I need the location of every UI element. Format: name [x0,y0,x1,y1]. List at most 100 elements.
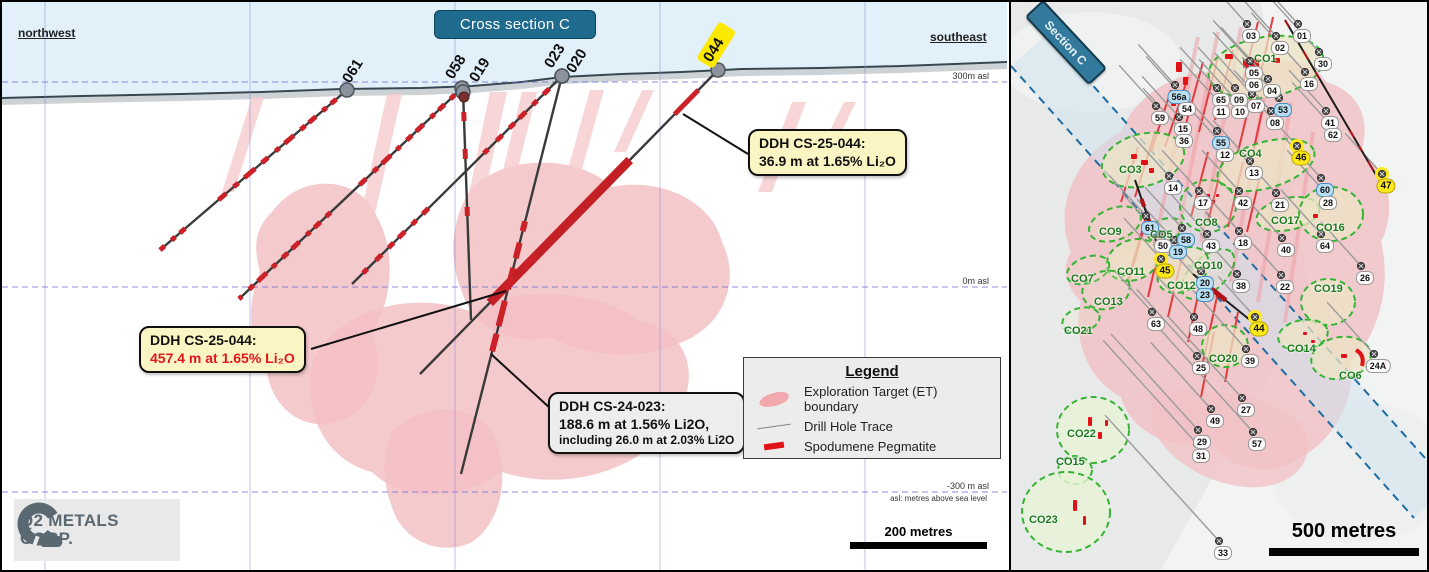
outcrop [1088,417,1092,426]
collar-cross [1195,427,1201,433]
zone-CO14 [1277,318,1329,352]
map-drill-trace [1280,189,1322,235]
map-drill-trace [1226,2,1248,25]
drill-hole-label-24A: 24A [1365,359,1391,373]
drill-hole-label-22: 22 [1275,280,1295,294]
asl-note: asl: metres above sea level [890,494,987,503]
zone-label-CO16: CO16 [1316,222,1345,234]
drill-hole-label-46: 46 [1291,150,1311,166]
cross-section-panel: 061 058 019 023 020 044 Cross section C north… [2,2,1011,570]
zone-label-CO22: CO22 [1067,428,1096,440]
drill-hole-label-05: 05 [1244,66,1264,80]
drill-hole-label-31: 31 [1191,449,1211,463]
outcrop [1176,62,1182,72]
map-drill-trace [1169,192,1208,235]
callout-pointer [490,353,552,410]
map-drill-trace [1102,339,1198,445]
legend-item: Spodumene Pegmatite [754,438,990,454]
collar-cross [1191,314,1197,320]
collar-cross [1244,21,1250,27]
zone-label-CO19: CO19 [1314,283,1343,295]
drill-hole-label-42: 42 [1233,196,1253,210]
elevation-label: 0m asl [962,276,989,286]
collar-cross [1156,231,1162,237]
drill-hole-label-53: 53 [1273,103,1293,117]
legend-bar-swatch [754,438,794,454]
section-title: Cross section C [434,10,596,39]
map-drill-trace [1198,58,1237,101]
zone-label-CO7: CO7 [1071,273,1094,285]
collar-cross [1302,69,1308,75]
drill-hole-label-33: 33 [1213,546,1233,560]
drill-hole-label-48: 48 [1188,322,1208,336]
drill-hole-label-17: 17 [1193,196,1213,210]
drill-hole-label-25: 25 [1191,361,1211,375]
drill-hole-label-07: 07 [1246,99,1266,113]
legend-swatch-shape [757,389,791,409]
collar-cross [1171,237,1177,243]
outcrop [1073,500,1077,511]
zone-CO7 [1065,254,1111,286]
drill-hole-label-13: 13 [1244,166,1264,180]
collar-cross [1273,190,1279,196]
collar-cross [1295,21,1301,27]
assay-callout-2: DDH CS-25-044: 457.4 m at 1.65% Li₂O [139,326,306,373]
drill-hole-label-02: 02 [1270,41,1290,55]
zone-label-CO14: CO14 [1287,343,1316,355]
drill-hole-label-10: 10 [1230,105,1250,119]
zone-label-CO15: CO15 [1056,456,1085,468]
zone-label-CO4: CO4 [1239,148,1262,160]
map-drill-trace [1108,174,1147,217]
sky [2,2,1007,98]
collar-cross [1232,85,1238,91]
legend-line-swatch [754,418,794,434]
collar-cross [1149,309,1155,315]
collar-cross [1247,158,1253,164]
callout-pointer [682,113,749,155]
elevation-label: 300m asl [952,71,989,81]
zone-label-CO5: CO5 [1150,229,1173,241]
collar-cross [1194,353,1200,359]
legend-item-label: Spodumene Pegmatite [804,438,937,454]
hole-label-highlight [697,22,735,68]
drill-hole-label-28: 28 [1318,196,1338,210]
terrain-shading [2,63,1007,105]
zone-label-CO10: CO10 [1194,260,1223,272]
zone-label-CO6: CO6 [1339,370,1362,382]
outcrop [1183,77,1188,85]
map-drill-trace [1201,149,1240,192]
zone-label-CO21: CO21 [1064,325,1093,337]
map-drill-trace [1114,270,1153,313]
drill-hole-label-03: 03 [1241,29,1261,43]
map-scale-label: 500 metres [1291,520,1397,542]
drill-hole-label-38: 38 [1231,279,1251,293]
drill-hole-label-11: 11 [1212,105,1230,119]
map-drill-trace [1144,186,1183,229]
callout-line: DDH CS-24-023: [559,398,666,414]
collar-cross [1268,108,1274,114]
pegmatite-interval [158,88,349,252]
collar-cross [1371,351,1377,357]
dyke-line [1190,151,1209,218]
collar-cross [1239,395,1245,401]
map-drill-trace [1131,134,1170,177]
collar-cross [1247,58,1253,64]
collar-cross [1216,538,1222,544]
map-drill-trace [1136,288,1198,357]
pegmatite-streak [614,90,654,152]
corridor-edge [1046,33,1427,462]
direction-southeast: southeast [930,30,987,44]
assay-callout-1: DDH CS-25-044: 36.9 m at 1.65% Li₂O [748,129,907,176]
drill-hole-trace [238,87,463,300]
collar-cross [1265,76,1271,82]
drill-hole-label-63: 63 [1146,317,1166,331]
zone-CO19 [1300,278,1356,326]
section-scale-bar [850,542,987,549]
drill-hole-label-27: 27 [1236,403,1256,417]
outcrop [1313,214,1318,218]
map-drill-trace [1212,31,1251,74]
collar-cross [1273,33,1279,39]
callout-line: 188.6 m at 1.56% Li2O, [559,415,710,432]
outcrop [1131,154,1137,159]
collar-cross [1214,85,1220,91]
